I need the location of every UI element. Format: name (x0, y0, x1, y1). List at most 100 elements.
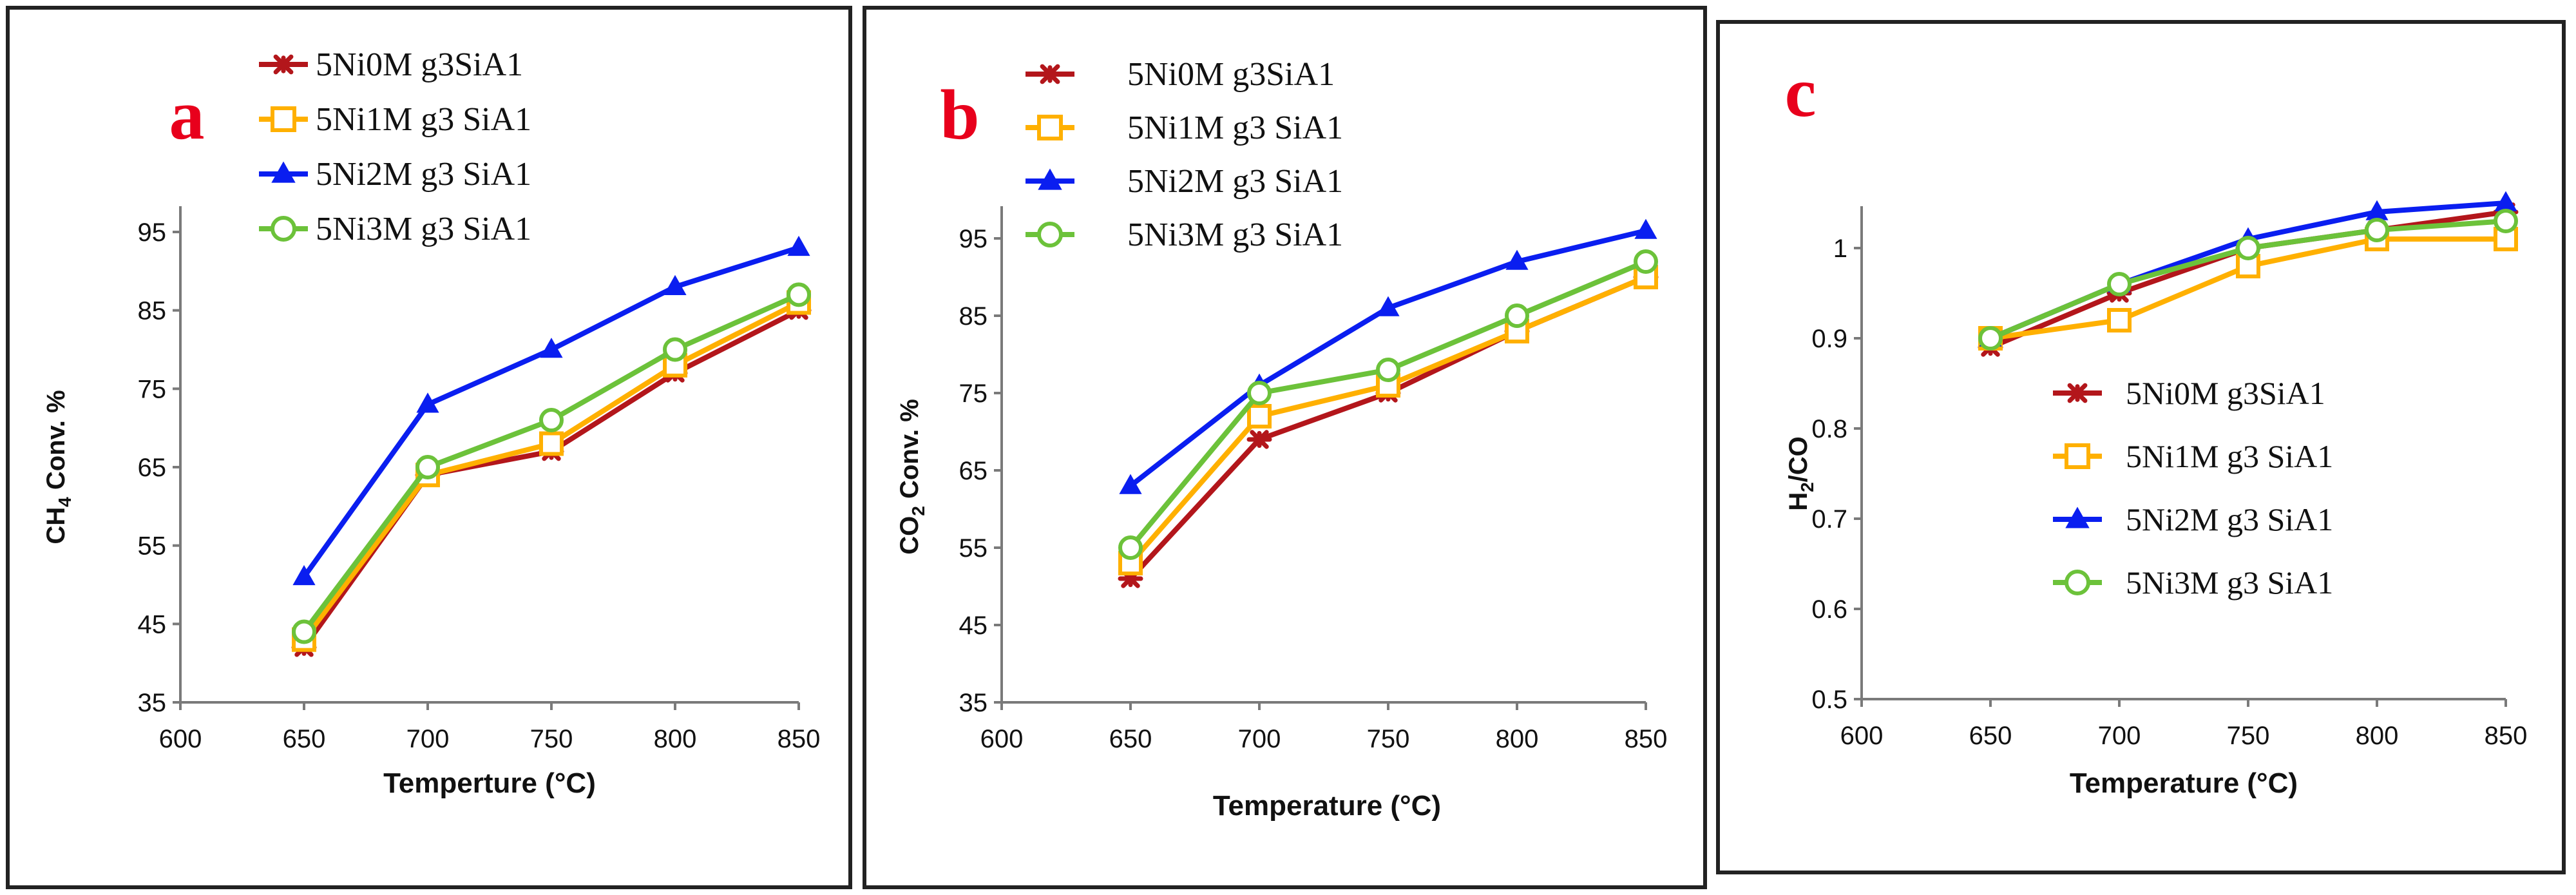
data-point (2494, 227, 2518, 251)
y-tick-label: 35 (959, 689, 988, 717)
data-point (1247, 381, 1272, 405)
x-tick-label: 700 (1238, 725, 1281, 753)
data-point (2494, 209, 2518, 233)
series-3 (1978, 209, 2518, 351)
legend-item: 5Ni3M g3 SiA1 (259, 211, 531, 247)
x-tick-label: 650 (283, 725, 326, 753)
data-point (1978, 326, 2003, 351)
data-point (292, 564, 316, 586)
x-tick-label: 600 (159, 725, 202, 753)
data-point (1634, 218, 1657, 239)
legend-marker (2065, 570, 2090, 595)
data-point (1377, 296, 1400, 316)
y-tick-label: 85 (138, 297, 167, 325)
legend-marker (1038, 168, 1062, 190)
legend-marker (271, 216, 296, 242)
x-tick-label: 800 (654, 725, 697, 753)
panel-letter: b (940, 75, 979, 154)
y-tick-label: 0.5 (1811, 686, 1847, 714)
legend-marker (1037, 115, 1063, 140)
data-point (2494, 191, 2517, 211)
x-tick-label: 600 (1840, 722, 1884, 750)
y-tick-label: 45 (138, 610, 167, 639)
data-point (1247, 404, 1272, 428)
legend-marker (2064, 383, 2091, 403)
data-point (2365, 218, 2389, 242)
y-tick-label: 55 (959, 534, 988, 563)
legend-marker (1036, 64, 1064, 84)
x-tick-label: 850 (2485, 722, 2528, 750)
panel-frame (6, 6, 852, 889)
x-tick-label: 750 (530, 725, 573, 753)
data-point (2236, 236, 2260, 260)
series-3 (292, 282, 811, 644)
y-tick-label: 55 (138, 532, 167, 561)
x-tick-label: 750 (2227, 722, 2270, 750)
legend-item: 5Ni0M g3SiA1 (259, 46, 523, 83)
legend-label: 5Ni3M g3 SiA1 (2126, 564, 2333, 601)
legend-item: 5Ni2M g3 SiA1 (2053, 501, 2333, 537)
y-tick-label: 75 (138, 375, 167, 403)
x-axis-label: Temperture (°C) (383, 767, 596, 799)
y-tick-label: 0.6 (1811, 595, 1847, 624)
x-tick-label: 700 (2098, 722, 2141, 750)
legend-marker (270, 54, 297, 75)
data-point (2365, 200, 2389, 220)
x-axis-label: Temperature (°C) (2070, 767, 2298, 799)
x-tick-label: 800 (2356, 722, 2399, 750)
y-axis-label: CH4 Conv. % (42, 390, 75, 544)
data-point (540, 338, 563, 358)
legend-label: 5Ni1M g3 SiA1 (2126, 438, 2333, 474)
data-point (663, 337, 687, 362)
legend-label: 5Ni2M g3 SiA1 (2126, 501, 2333, 537)
data-point (2107, 272, 2132, 296)
y-tick-label: 95 (959, 225, 988, 253)
panel-frame (863, 6, 1707, 889)
y-tick-label: 35 (138, 689, 167, 717)
data-point (1118, 535, 1143, 560)
series-2 (292, 235, 810, 586)
x-tick-label: 700 (406, 725, 450, 753)
data-point (1119, 474, 1142, 494)
series-1 (1978, 227, 2518, 351)
y-axis-label: H2/CO (1784, 436, 1817, 511)
legend-marker (271, 106, 296, 132)
data-point (787, 235, 810, 256)
legend-item: 5Ni2M g3 SiA1 (259, 156, 531, 193)
legend-label: 5Ni3M g3 SiA1 (1127, 217, 1343, 253)
data-point (539, 431, 564, 456)
legend-marker (2065, 443, 2090, 469)
y-axis-label: CO2 Conv. % (895, 399, 928, 555)
data-point (787, 282, 811, 307)
x-tick-label: 850 (1625, 725, 1668, 753)
x-axis-label: Temperature (°C) (1213, 790, 1441, 822)
legend-label: 5Ni1M g3 SiA1 (1127, 110, 1343, 146)
legend-label: 5Ni0M g3SiA1 (2126, 375, 2325, 411)
y-tick-label: 65 (138, 454, 167, 482)
legend-item: 5Ni0M g3SiA1 (2053, 375, 2325, 411)
legend-marker (271, 161, 296, 183)
legend-label: 5Ni2M g3 SiA1 (1127, 163, 1343, 200)
chart-panel-a: 35 45 55 65 75 85 95 600 650 700 750 800 850 Tempertu… (6, 6, 852, 889)
chart-panel-c: 0.5 0.6 0.7 0.8 0.9 1 600 650 700 750 800 850 Temper… (1716, 20, 2566, 874)
legend: 5Ni0M g3SiA1 5Ni1M g3 SiA1 5Ni2M g3 SiA1 5N… (1026, 56, 1343, 253)
legend-item: 5Ni2M g3 SiA1 (1026, 163, 1343, 200)
x-tick-label: 800 (1496, 725, 1539, 753)
legend-label: 5Ni1M g3 SiA1 (316, 101, 531, 138)
panel-letter: c (1785, 53, 1817, 131)
data-point (2107, 308, 2132, 332)
y-tick-label: 0.9 (1811, 325, 1847, 353)
y-tick-label: 0.7 (1811, 505, 1847, 534)
panel-frame (1716, 20, 2566, 874)
y-tick-label: 65 (959, 457, 988, 485)
legend-item: 5Ni3M g3 SiA1 (1026, 217, 1343, 253)
data-point (539, 408, 564, 432)
legend: 5Ni0M g3SiA1 5Ni1M g3 SiA1 5Ni2M g3 SiA1 5N… (259, 46, 531, 247)
legend-label: 5Ni2M g3 SiA1 (316, 156, 531, 193)
series-3 (1118, 249, 1658, 560)
legend-label: 5Ni0M g3SiA1 (316, 46, 523, 83)
legend-item: 5Ni1M g3 SiA1 (259, 101, 531, 138)
panel-letter: a (169, 75, 205, 154)
legend-marker (2065, 506, 2090, 528)
